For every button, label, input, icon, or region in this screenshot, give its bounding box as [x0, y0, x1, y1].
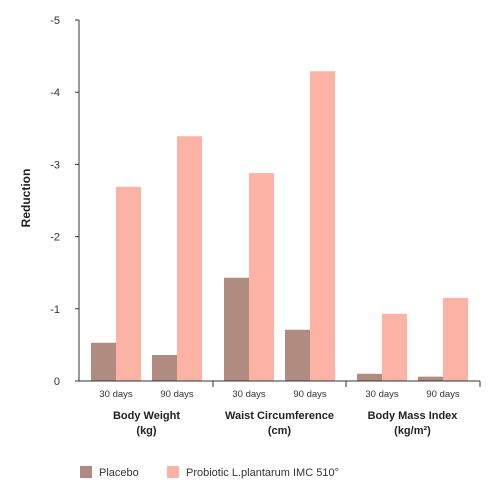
legend-label: Probiotic L.plantarum IMC 510°	[186, 467, 339, 479]
y-axis: -5 -4 -3 -2 -1 0	[50, 15, 80, 388]
x-group-unit-label: (cm)	[268, 425, 292, 437]
x-subcategory-label: 30 days	[99, 389, 133, 400]
bar-probiotic-1-1	[310, 71, 335, 382]
legend-item-probiotic: Probiotic L.plantarum IMC 510°	[167, 466, 339, 479]
x-subcategory-label: 90 days	[426, 389, 460, 400]
bar-placebo-0-1	[152, 355, 177, 381]
x-subcategory-label: 90 days	[160, 389, 194, 400]
bar-probiotic-1-0	[249, 173, 274, 381]
legend-swatch	[167, 466, 179, 478]
y-tick-label: -1	[50, 304, 60, 316]
legend: Placebo Probiotic L.plantarum IMC 510°	[80, 466, 339, 479]
bar-placebo-1-1	[285, 329, 310, 381]
x-group-unit-label: (kg)	[136, 425, 157, 437]
x-group-label: Waist Circumference	[225, 410, 334, 422]
y-tick-label: 0	[54, 376, 60, 388]
x-group-label: Body Mass Index	[368, 410, 459, 422]
y-tick-label: -3	[50, 159, 60, 171]
bar-probiotic-0-1	[177, 136, 202, 381]
x-group-unit-label: (kg/m²)	[394, 425, 431, 437]
legend-label: Placebo	[99, 467, 139, 479]
bar-probiotic-2-1	[443, 297, 468, 381]
bar-probiotic-2-0	[382, 313, 407, 381]
legend-item-placebo: Placebo	[80, 466, 139, 479]
legend-swatch	[80, 466, 92, 478]
bar-placebo-2-1	[418, 376, 443, 381]
y-tick-label: -4	[50, 87, 60, 99]
bar-placebo-2-0	[357, 373, 382, 381]
y-tick-label: -2	[50, 232, 60, 244]
x-axis: 30 days 90 days Body Weight (kg) 30 days 90 d…	[79, 380, 481, 437]
y-tick-label: -5	[50, 15, 60, 27]
x-subcategory-label: 30 days	[365, 389, 399, 400]
bars	[91, 71, 468, 382]
x-subcategory-label: 30 days	[232, 389, 266, 400]
bar-placebo-1-0	[224, 277, 249, 381]
x-subcategory-label: 90 days	[293, 389, 327, 400]
y-axis-title: Reduction	[19, 169, 33, 228]
bar-placebo-0-0	[91, 342, 116, 381]
bar-probiotic-0-0	[116, 186, 141, 381]
x-group-label: Body Weight	[113, 410, 180, 422]
